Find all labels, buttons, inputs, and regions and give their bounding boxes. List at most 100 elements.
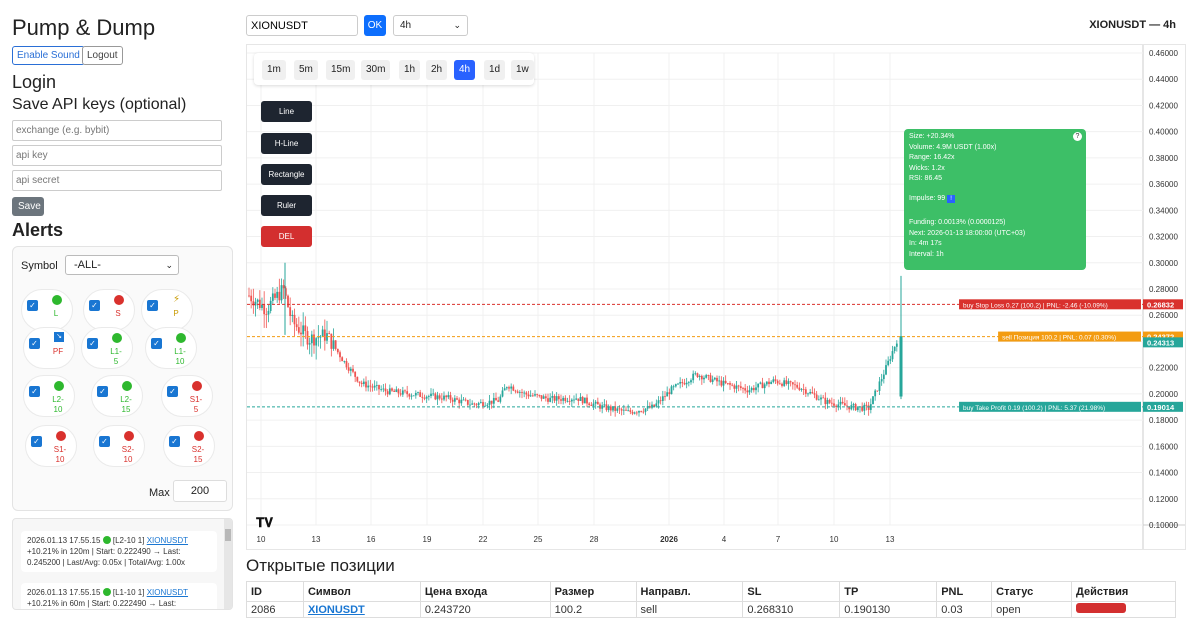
candle	[759, 382, 762, 384]
tool-ruler-button[interactable]: Ruler	[261, 195, 312, 216]
alert-filter-s1-10[interactable]: ✓ S1- 10	[25, 425, 77, 467]
scrollbar-thumb[interactable]	[225, 529, 231, 541]
price-tag: 0.24372	[1147, 333, 1174, 342]
symbol-input[interactable]	[246, 15, 358, 36]
alert-filter-s2-15[interactable]: ✓ S2- 15	[163, 425, 215, 467]
save-button[interactable]: Save	[12, 197, 44, 216]
alert-filter-pf[interactable]: ✓ ↘ PF	[23, 327, 75, 369]
column-header[interactable]: Направл.	[635, 581, 744, 602]
column-header[interactable]: Символ	[302, 581, 421, 602]
tool-del-button[interactable]: DEL	[261, 226, 312, 247]
interval-15m-button[interactable]: 15m	[326, 60, 356, 80]
checkbox[interactable]: ✓	[151, 338, 162, 349]
symbol-select[interactable]: -ALL- ⌄	[65, 255, 179, 275]
candle	[427, 396, 430, 397]
checkbox[interactable]: ✓	[99, 436, 110, 447]
interval-1m-button[interactable]: 1m	[262, 60, 286, 80]
exchange-input[interactable]	[12, 120, 222, 141]
alert-filter-s2-10[interactable]: ✓ S2- 10	[93, 425, 145, 467]
checkbox[interactable]: ✓	[167, 386, 178, 397]
price-chart[interactable]: 0.46000 0.44000 0.42000 0.40000 0.38000 0.360…	[246, 44, 1186, 550]
green-dot-icon	[102, 588, 111, 596]
column-header[interactable]: Цена входа	[419, 581, 551, 602]
x-tick-label: 13	[886, 535, 895, 544]
candle	[354, 371, 357, 377]
alert-filter-p[interactable]: ✓ ⚡ P	[141, 289, 193, 331]
checkbox[interactable]: ✓	[97, 386, 108, 397]
alert-filter-l2-10[interactable]: ✓ L2- 10	[23, 375, 75, 417]
x-tick-label: 10	[830, 535, 839, 544]
candle	[878, 381, 881, 391]
alert-filter-l1-10[interactable]: ✓ L1- 10	[145, 327, 197, 369]
candle	[365, 381, 367, 388]
red-dot-icon	[56, 431, 66, 441]
column-header[interactable]: Действия	[1071, 581, 1176, 602]
tool-rectangle-button[interactable]: Rectangle	[261, 164, 312, 185]
checkbox[interactable]: ✓	[29, 386, 40, 397]
checkbox[interactable]: ✓	[27, 300, 38, 311]
help-icon[interactable]: ?	[1073, 132, 1082, 141]
interval-30m-button[interactable]: 30m	[361, 60, 391, 80]
alert-filter-s1-5[interactable]: ✓ S1- 5	[161, 375, 213, 417]
candle	[436, 395, 439, 400]
candle	[339, 352, 341, 358]
alert-filter-l2-15[interactable]: ✓ L2- 15	[91, 375, 143, 417]
feed-symbol-link[interactable]: XIONUSDT	[146, 536, 189, 545]
tool-hline-button[interactable]: H-Line	[261, 133, 312, 154]
candle	[800, 389, 803, 390]
ok-button[interactable]: OK	[364, 15, 386, 36]
candle	[863, 404, 866, 411]
alert-filter-label: L2- 10	[52, 395, 64, 414]
chart-canvas[interactable]: 0.46000 0.44000 0.42000 0.40000 0.38000 0.360…	[247, 45, 1185, 549]
candle	[293, 314, 296, 325]
column-header[interactable]: ID	[246, 581, 304, 602]
y-tick-label: 0.22000	[1149, 364, 1178, 373]
candle	[657, 400, 660, 404]
interval-5m-button[interactable]: 5m	[294, 60, 318, 80]
checkbox[interactable]: ✓	[87, 338, 98, 349]
candle	[620, 409, 623, 411]
max-input[interactable]: 200	[173, 480, 227, 502]
feed-scrollbar[interactable]	[224, 519, 232, 609]
checkbox[interactable]: ✓	[29, 338, 40, 349]
enable-sound-button[interactable]: Enable Sound	[12, 46, 85, 65]
checkbox[interactable]: ✓	[147, 300, 158, 311]
candle	[817, 399, 820, 401]
checkbox[interactable]: ✓	[31, 436, 42, 447]
alert-filter-l[interactable]: ✓ L	[21, 289, 73, 331]
interval-1h-button[interactable]: 1h	[399, 60, 421, 80]
logout-button[interactable]: Logout	[82, 46, 123, 65]
candle	[510, 386, 513, 389]
close-position-button[interactable]	[1076, 603, 1127, 613]
price-level-label: sell Позиция 100.2 | PNL: 0.07 (0.30%)	[1002, 335, 1116, 342]
timeframe-select[interactable]: 4h ⌄	[393, 15, 468, 36]
column-header[interactable]: Статус	[991, 581, 1073, 602]
candle	[492, 397, 495, 404]
interval-4h-button[interactable]: 4h	[454, 60, 476, 80]
candle	[609, 406, 612, 411]
price-tag-bg	[1143, 401, 1183, 412]
interval-1d-button[interactable]: 1d	[484, 60, 506, 80]
column-header[interactable]: Размер	[549, 581, 637, 602]
checkbox[interactable]: ✓	[89, 300, 100, 311]
candle	[421, 396, 424, 398]
column-header[interactable]: PNL	[936, 581, 993, 602]
column-header[interactable]: SL	[742, 581, 841, 602]
api-key-input[interactable]	[12, 145, 222, 166]
tool-line-button[interactable]: Line	[261, 101, 312, 122]
interval-1w-button[interactable]: 1w	[511, 60, 534, 80]
api-secret-input[interactable]	[12, 170, 222, 191]
candle	[302, 325, 305, 335]
candle	[523, 392, 526, 394]
checkbox[interactable]: ✓	[169, 436, 180, 447]
column-header[interactable]: TP	[839, 581, 938, 602]
candle	[755, 387, 757, 391]
feed-symbol-link[interactable]: XIONUSDT	[146, 588, 189, 597]
candle	[586, 397, 588, 404]
alert-filter-s[interactable]: ✓ S	[83, 289, 135, 331]
interval-2h-button[interactable]: 2h	[426, 60, 448, 80]
impulse-info-box: ? Size: +20.34% Volume: 4.9M USDT (1.00x…	[904, 129, 1086, 270]
alert-filter-label: S2- 10	[121, 445, 135, 464]
candle	[895, 343, 898, 347]
alert-filter-l1-5[interactable]: ✓ L1- 5	[81, 327, 133, 369]
